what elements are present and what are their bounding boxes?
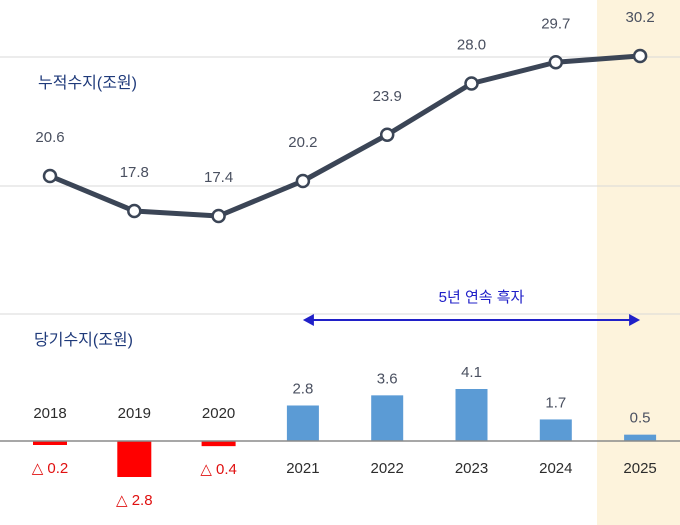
cumulative-line [47,53,643,219]
annotation-arrowhead-left [302,314,314,326]
annual-bar [455,389,488,441]
year-tick-label: 2025 [623,460,656,477]
surplus-annotation: 5년 연속 흑자 [302,288,641,326]
annual-bar [371,395,404,441]
year-tick-label: 2020 [202,405,235,422]
annual-value-label: △ 2.8 [116,492,153,509]
cumulative-point [42,168,58,184]
cumulative-point [211,208,226,224]
year-tick-label: 2024 [539,460,572,477]
cumulative-point [464,76,479,91]
year-tick-label: 2022 [371,460,404,477]
cumulative-value-label: 29.7 [541,15,570,32]
annotation-text: 5년 연속 흑자 [439,288,525,306]
cumulative-point [127,203,142,219]
cumulative-value-label: 17.4 [204,169,233,186]
annual-value-label: 3.6 [377,370,398,387]
cumulative-line-group: 20.6 17.8 17.4 20.2 23.9 28.0 29.7 30.2 [35,9,655,224]
annual-bar [117,441,152,477]
annual-bar [33,441,67,445]
annual-value-label: 4.1 [461,364,482,381]
cumulative-point [295,173,311,189]
cumulative-value-label: 20.2 [288,134,317,151]
cumulative-point [379,127,395,142]
cumulative-point [632,48,648,64]
cumulative-value-label: 23.9 [373,88,402,105]
cumulative-axis-label: 누적수지(조원) [38,74,137,92]
year-tick-label: 2023 [455,460,488,477]
cumulative-value-label: 30.2 [625,9,654,26]
cumulative-point [548,55,564,70]
annual-value-label: △ 0.2 [32,460,69,477]
annual-axis-label: 당기수지(조원) [34,331,133,349]
annual-value-label: △ 0.4 [200,461,237,478]
year-tick-label: 2021 [286,460,319,477]
annual-bar [286,405,319,441]
annual-bars: 2018 △ 0.2 2019 △ 2.8 2020 △ 0.4 2021 2.8 2022 3.… [32,364,657,509]
annual-value-label: 2.8 [292,380,313,397]
year-tick-label: 2018 [33,405,66,422]
annual-bar [201,441,236,447]
year-tick-label: 2019 [118,405,151,422]
cumulative-value-label: 20.6 [35,129,64,146]
annual-value-label: 0.5 [630,410,651,427]
annotation-arrowhead-right [629,314,641,326]
annual-bar [624,434,657,441]
highlight-band [597,0,680,525]
annual-value-label: 1.7 [545,394,566,411]
annual-bar [539,419,572,441]
cumulative-value-label: 17.8 [120,164,149,181]
cumulative-value-label: 28.0 [457,37,486,54]
